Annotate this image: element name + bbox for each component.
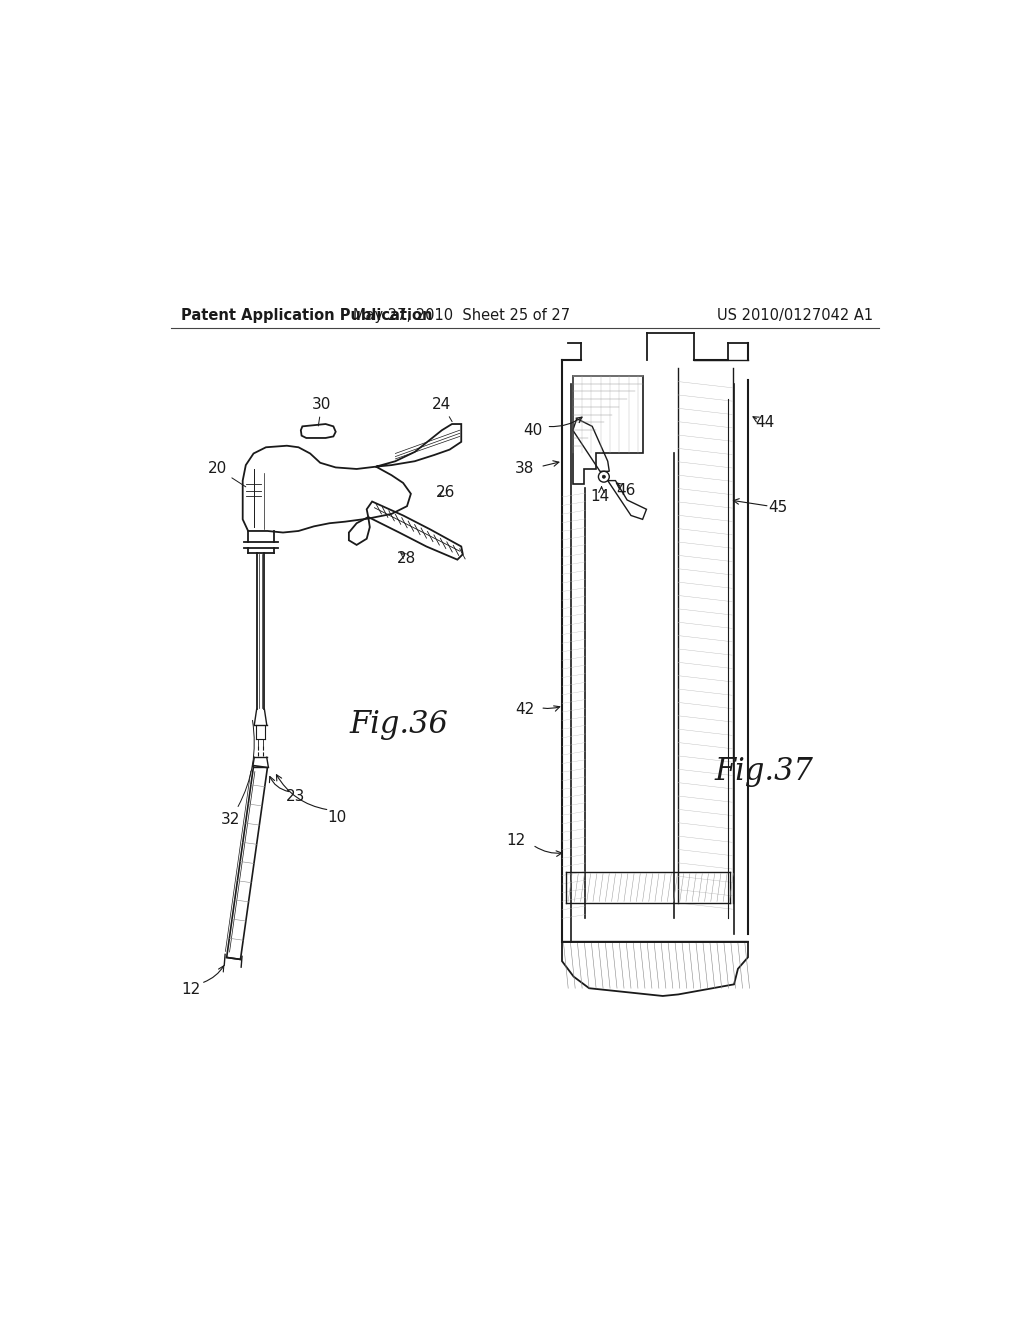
- Text: 44: 44: [756, 414, 775, 430]
- Text: US 2010/0127042 A1: US 2010/0127042 A1: [717, 308, 873, 323]
- Text: Fig.36: Fig.36: [350, 709, 449, 741]
- Text: 12: 12: [181, 982, 201, 997]
- Text: 30: 30: [312, 396, 332, 426]
- Text: 38: 38: [515, 462, 535, 477]
- Text: 20: 20: [208, 461, 246, 487]
- Text: 12: 12: [506, 833, 525, 849]
- Text: 42: 42: [515, 702, 535, 717]
- Text: Fig.37: Fig.37: [714, 756, 813, 787]
- Text: 10: 10: [328, 810, 347, 825]
- Text: May 27, 2010  Sheet 25 of 27: May 27, 2010 Sheet 25 of 27: [352, 308, 569, 323]
- Text: 23: 23: [286, 788, 305, 804]
- Text: 24: 24: [432, 396, 453, 421]
- Text: Patent Application Publication: Patent Application Publication: [180, 308, 432, 323]
- Text: 40: 40: [523, 422, 542, 438]
- Text: 32: 32: [221, 721, 254, 826]
- Text: 45: 45: [768, 500, 787, 515]
- Text: 14: 14: [591, 488, 609, 504]
- Circle shape: [602, 475, 605, 478]
- Text: 46: 46: [615, 483, 635, 498]
- Text: 28: 28: [397, 550, 417, 565]
- Text: 26: 26: [436, 484, 456, 500]
